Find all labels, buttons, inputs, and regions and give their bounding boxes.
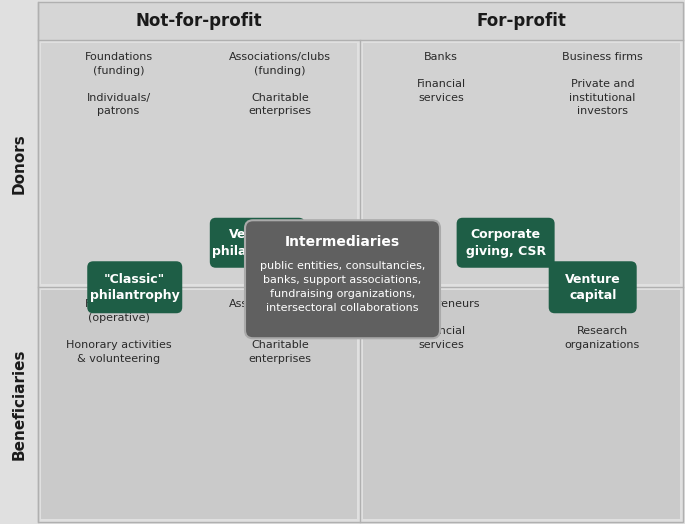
Text: Foundations
(operative)

Honorary activities
& volunteering: Foundations (operative) Honorary activit…	[66, 299, 171, 364]
FancyBboxPatch shape	[245, 220, 440, 339]
FancyBboxPatch shape	[87, 261, 182, 313]
FancyBboxPatch shape	[364, 43, 680, 284]
Text: Associations/clubs
(operative)

Charitable
enterprises: Associations/clubs (operative) Charitabl…	[229, 299, 331, 364]
Text: Intermediaries: Intermediaries	[285, 235, 400, 249]
Text: Donors: Donors	[12, 133, 27, 194]
Text: Entrepreneurs

Financial
services: Entrepreneurs Financial services	[401, 299, 481, 350]
Text: Venture
capital: Venture capital	[565, 272, 621, 302]
Text: Associations/clubs
(funding)

Charitable
enterprises: Associations/clubs (funding) Charitable …	[229, 52, 331, 116]
Text: Business firms

Private and
institutional
investors: Business firms Private and institutional…	[562, 52, 643, 116]
Text: "Classic"
philantrophy: "Classic" philantrophy	[90, 272, 179, 302]
Text: Venture
philantrophy: Venture philantrophy	[212, 228, 302, 257]
FancyBboxPatch shape	[549, 261, 636, 313]
FancyBboxPatch shape	[41, 290, 358, 519]
Text: Banks

Financial
services: Banks Financial services	[416, 52, 466, 103]
FancyBboxPatch shape	[210, 218, 305, 268]
Text: Beneficiaries: Beneficiaries	[12, 349, 27, 461]
FancyBboxPatch shape	[364, 290, 680, 519]
FancyBboxPatch shape	[38, 2, 683, 40]
Text: Not-for-profit: Not-for-profit	[136, 12, 262, 30]
Text: public entities, consultancies,
banks, support associations,
fundraising organiz: public entities, consultancies, banks, s…	[260, 261, 425, 313]
Text: For-profit: For-profit	[477, 12, 566, 30]
FancyBboxPatch shape	[457, 218, 555, 268]
Text: Foundations
(funding)

Individuals/
patrons: Foundations (funding) Individuals/ patro…	[84, 52, 153, 116]
FancyBboxPatch shape	[41, 43, 358, 284]
Text: Corporate
giving, CSR: Corporate giving, CSR	[466, 228, 546, 257]
Text: Start-Ups

Research
organizations: Start-Ups Research organizations	[564, 299, 640, 350]
